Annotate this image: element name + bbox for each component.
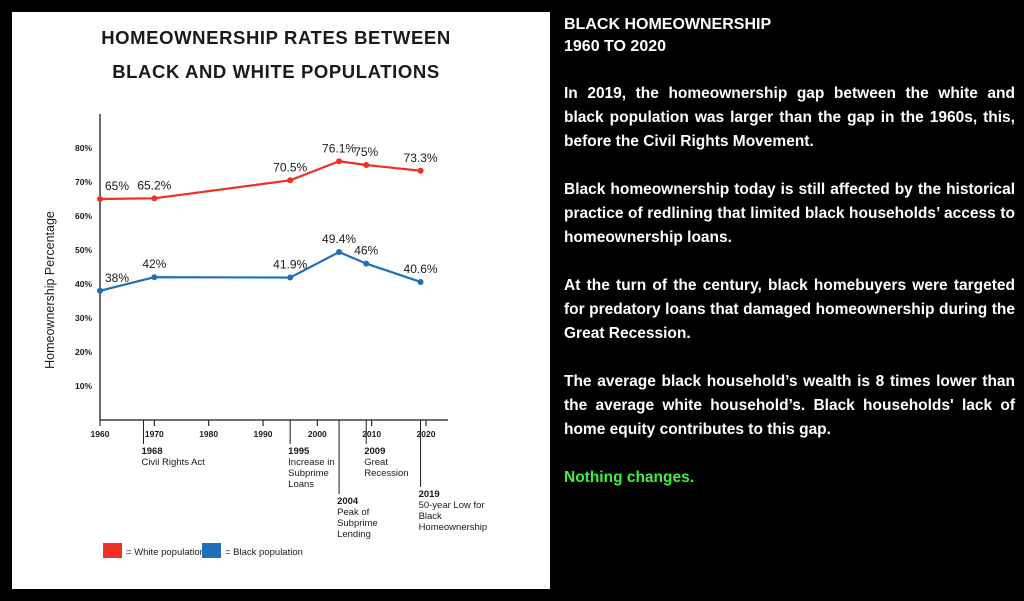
data-point	[417, 167, 424, 174]
annotation-text: Subprime	[337, 518, 378, 529]
data-point	[417, 278, 424, 285]
x-tick-label: 1990	[254, 429, 273, 439]
annotation-year: 1968	[141, 446, 162, 457]
y-tick-label: 30%	[75, 313, 92, 323]
data-point	[287, 177, 294, 184]
data-label: 76.1%	[322, 141, 356, 155]
annotation-year: 2019	[419, 489, 440, 500]
side-heading-line-1: BLACK HOMEOWNERSHIP	[564, 16, 772, 33]
data-label: 65%	[105, 179, 129, 193]
annotation-text: Civil Rights Act	[141, 457, 205, 468]
y-tick-label: 80%	[75, 143, 92, 153]
x-tick-label: 2010	[362, 429, 381, 439]
data-point	[336, 158, 343, 165]
y-axis-label: Homeownership Percentage	[43, 211, 57, 369]
data-label: 65.2%	[137, 178, 171, 192]
annotation-text: Homeownership	[419, 522, 488, 533]
legend-swatch-black	[202, 543, 221, 558]
x-tick-label: 2020	[417, 429, 436, 439]
chart-title-line-1: HOMEOWNERSHIP RATES BETWEEN	[101, 27, 451, 48]
paragraph-wealth-gap: The average black household’s wealth is …	[564, 373, 1015, 438]
annotation-year: 2009	[364, 446, 385, 457]
legend-label-black: = Black population	[225, 547, 303, 558]
series-line-white	[99, 160, 421, 201]
x-tick-label: 1970	[145, 429, 164, 439]
data-point	[97, 287, 103, 294]
annotation-year: 2004	[337, 496, 359, 507]
annotation-text: Great	[364, 457, 388, 468]
annotation-text: Loans	[288, 479, 314, 490]
commentary-panel: BLACK HOMEOWNERSHIP 1960 TO 2020 In 2019…	[564, 14, 1015, 490]
data-label: 41.9%	[273, 258, 307, 272]
data-label: 70.5%	[273, 160, 307, 174]
paragraph-redlining: Black homeownership today is still affec…	[564, 181, 1015, 246]
paragraph-predatory-loans: At the turn of the century, black homebu…	[564, 277, 1015, 342]
data-point	[151, 274, 158, 281]
series-line-black	[99, 250, 421, 292]
data-label: 42%	[142, 257, 166, 271]
data-label: 38%	[105, 271, 129, 285]
y-tick-label: 40%	[75, 279, 92, 289]
annotation-year: 1995	[288, 446, 310, 457]
y-tick-label: 60%	[75, 211, 92, 221]
annotation-text: Recession	[364, 468, 408, 479]
x-tick-label: 1980	[199, 429, 218, 439]
annotation-text: Increase in	[288, 457, 334, 468]
homeownership-line-chart: HOMEOWNERSHIP RATES BETWEEN BLACK AND WH…	[43, 27, 488, 558]
legend-swatch-white	[103, 543, 122, 558]
data-point	[287, 274, 294, 281]
y-tick-label: 50%	[75, 245, 92, 255]
chart-title-line-2: BLACK AND WHITE POPULATIONS	[112, 61, 440, 82]
data-label: 40.6%	[404, 262, 438, 276]
legend-label-white: = White population	[126, 547, 205, 558]
data-point	[151, 195, 158, 202]
x-tick-label: 1960	[91, 429, 110, 439]
data-point	[97, 196, 103, 202]
chart-panel: HOMEOWNERSHIP RATES BETWEEN BLACK AND WH…	[12, 12, 550, 589]
data-point	[336, 249, 343, 256]
y-tick-label: 10%	[75, 381, 92, 391]
x-tick-label: 2000	[308, 429, 327, 439]
annotation-text: Subprime	[288, 468, 329, 479]
y-tick-label: 70%	[75, 177, 92, 187]
data-label: 73.3%	[404, 151, 438, 165]
closing-statement: Nothing changes.	[564, 469, 695, 486]
annotation-text: Lending	[337, 529, 371, 540]
side-heading-line-2: 1960 TO 2020	[564, 38, 667, 55]
y-tick-label: 20%	[75, 347, 92, 357]
data-label: 49.4%	[322, 232, 356, 246]
data-label: 75%	[354, 145, 378, 159]
data-point	[363, 162, 370, 168]
annotation-text: Black	[419, 511, 442, 522]
paragraph-gap-2019: In 2019, the homeownership gap between t…	[564, 85, 1015, 150]
data-label: 46%	[354, 244, 378, 258]
data-point	[363, 260, 370, 267]
annotation-text: Peak of	[337, 507, 370, 518]
annotation-text: 50-year Low for	[419, 500, 485, 511]
